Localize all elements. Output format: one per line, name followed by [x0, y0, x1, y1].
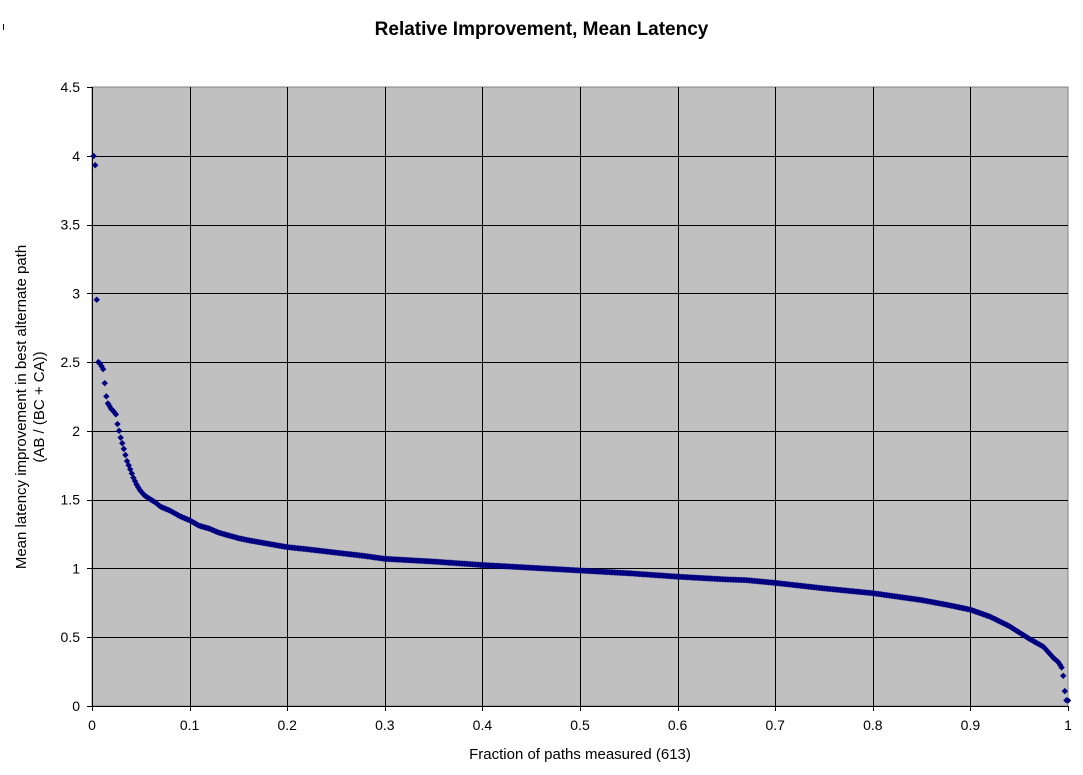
- data-point: [98, 363, 105, 370]
- y-tick-label: 1.5: [61, 492, 81, 508]
- data-point: [1055, 659, 1062, 666]
- x-tick-label: 0.7: [765, 717, 785, 733]
- data-point: [1058, 664, 1065, 671]
- data-point: [1061, 687, 1069, 695]
- x-tick-label: 0.2: [277, 717, 297, 733]
- data-point: [133, 481, 140, 488]
- data-point: [103, 393, 110, 400]
- data-point: [1056, 661, 1064, 669]
- data-point: [90, 152, 97, 160]
- data-point: [1042, 646, 1049, 653]
- y-axis-title-line-2: (AB / (BC + CA)): [31, 351, 48, 463]
- x-tick-label: 0.1: [180, 717, 200, 733]
- data-point: [1045, 649, 1053, 657]
- data-point: [1047, 651, 1054, 658]
- data-point: [1044, 647, 1051, 655]
- x-tick-label: 1: [1064, 717, 1072, 733]
- x-tick-label: 0.4: [473, 717, 493, 733]
- y-tick-label: 1: [72, 560, 80, 576]
- x-tick-labels: 0 0.1 0.2 0.3 0.4 0.5 0.6 0.7 0.8 0.9 1: [88, 717, 1072, 733]
- x-tick-label: 0.8: [863, 717, 883, 733]
- y-tick-label: 2.5: [61, 354, 81, 370]
- data-point: [91, 161, 99, 169]
- y-tick-labels: 0 0.5 1 1.5 2 2.5 3 3.5 4 4.5: [61, 79, 81, 714]
- data-point: [115, 427, 123, 435]
- y-tick-label: 0: [72, 698, 80, 714]
- y-tick-label: 2: [72, 423, 80, 439]
- y-tick-label: 3: [72, 285, 80, 301]
- data-point: [112, 411, 120, 418]
- chart-plot: 0 0.5 1 1.5 2 2.5 3 3.5 4 4.5 0 0.1 0.2 0.3 0.4 0.5 0.6…: [61, 79, 1073, 733]
- x-tick-label: 0.5: [570, 717, 590, 733]
- x-tick-label: 0.6: [668, 717, 688, 733]
- data-point: [1064, 697, 1072, 704]
- data-point: [114, 420, 121, 428]
- x-tick-label: 0.3: [375, 717, 395, 733]
- data-point: [1060, 672, 1067, 679]
- data-points: [90, 152, 1072, 704]
- data-point: [101, 379, 108, 387]
- y-tick-label: 0.5: [61, 629, 81, 645]
- chart-corner-mark: [3, 24, 4, 30]
- data-point: [117, 434, 124, 441]
- data-point: [122, 451, 129, 459]
- data-point: [1040, 644, 1048, 651]
- x-tick-label: 0.9: [961, 717, 981, 733]
- y-axis-title-line-1: Mean latency improvement in best alterna…: [13, 244, 30, 570]
- chart-title: Relative Improvement, Mean Latency: [374, 19, 709, 40]
- grid-lines: [92, 87, 1068, 706]
- y-tick-label: 4: [72, 148, 80, 164]
- data-point: [93, 296, 100, 303]
- axes: [87, 87, 1069, 711]
- x-tick-label: 0: [88, 717, 96, 733]
- data-point: [120, 445, 128, 453]
- data-point: [119, 440, 126, 447]
- y-tick-label: 4.5: [61, 79, 81, 95]
- data-point: [106, 402, 113, 410]
- data-point: [1048, 653, 1056, 660]
- data-point: [99, 365, 107, 373]
- y-tick-label: 3.5: [61, 217, 81, 233]
- data-point: [109, 407, 116, 414]
- x-axis-title: Fraction of paths measured (613): [469, 746, 691, 763]
